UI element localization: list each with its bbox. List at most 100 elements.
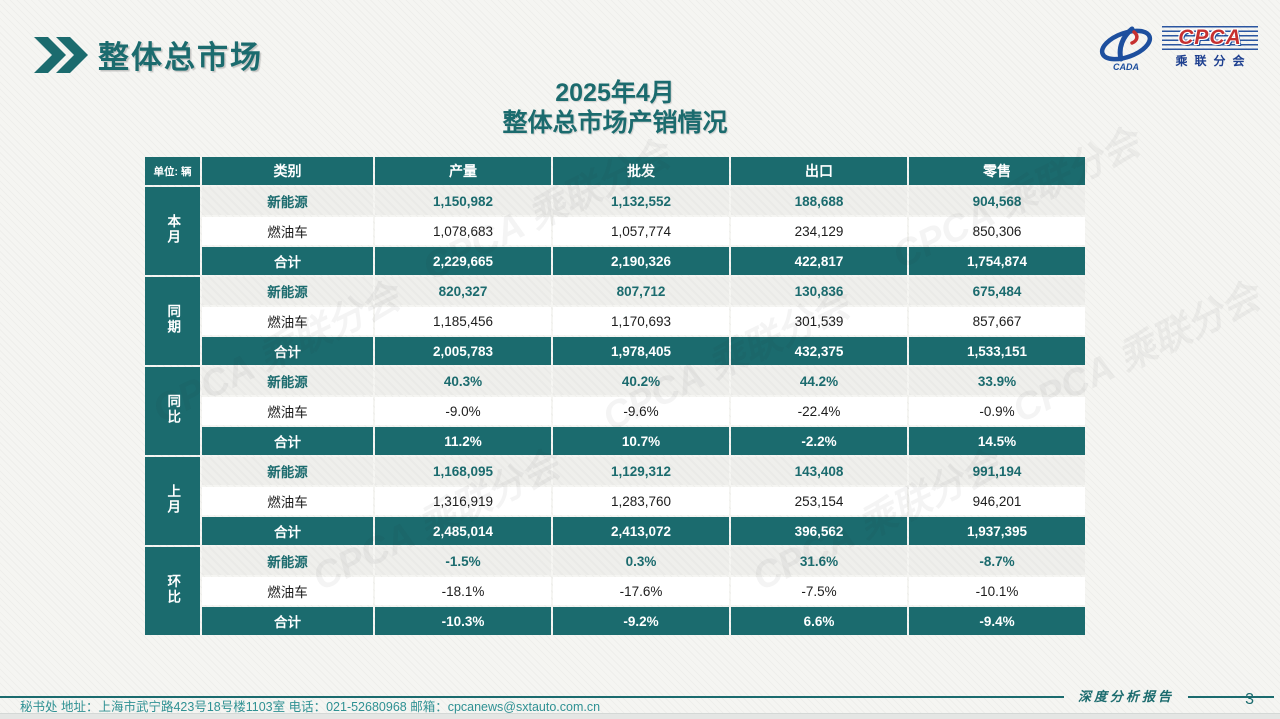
- market-table: 单位: 辆 类别 产量 批发 出口 零售 本月 新能源 1,150,982 1,132…: [143, 155, 1087, 637]
- table-row: 同期 新能源 820,327 807,712 130,836 675,484: [145, 277, 1085, 365]
- row-group-label-text: 同比: [165, 394, 181, 425]
- table-row: 环比 新能源 -1.5% 0.3% 31.6% -8.7%: [145, 547, 1085, 635]
- value-cell: 1,937,395: [909, 517, 1085, 545]
- value-cell: 31.6%: [731, 547, 907, 575]
- cpca-emblem-icon: CADA: [1099, 26, 1153, 72]
- table-row: 合计 2,229,665 2,190,326 422,817 1,754,874: [145, 247, 1085, 275]
- value-cell: 1,185,456: [375, 307, 551, 335]
- value-cell: 991,194: [909, 457, 1085, 485]
- value-cell: 33.9%: [909, 367, 1085, 395]
- value-cell: 188,688: [731, 187, 907, 215]
- value-cell: 1,057,774: [553, 217, 729, 245]
- row-group-label-text: 同期: [165, 304, 181, 335]
- row-group-label: 本月: [145, 187, 200, 275]
- value-cell: 857,667: [909, 307, 1085, 335]
- table-row: 合计 11.2% 10.7% -2.2% 14.5%: [145, 427, 1085, 455]
- value-cell: 946,201: [909, 487, 1085, 515]
- value-cell: 2,229,665: [375, 247, 551, 275]
- value-cell: 301,539: [731, 307, 907, 335]
- logo-cpca-text: CPCA: [1178, 26, 1242, 49]
- value-cell: 2,413,072: [553, 517, 729, 545]
- table-row: 本月 新能源 1,150,982 1,132,552 188,688 904,568: [145, 187, 1085, 275]
- category-cell: 燃油车: [202, 397, 373, 425]
- row-group-label-text: 上月: [165, 484, 181, 515]
- value-cell: -9.6%: [553, 397, 729, 425]
- value-cell: 432,375: [731, 337, 907, 365]
- value-cell: 14.5%: [909, 427, 1085, 455]
- value-cell: 1,168,095: [375, 457, 551, 485]
- logo-text-block: CPCA 乘联分会: [1162, 26, 1258, 69]
- bottom-strip: [0, 713, 1280, 719]
- value-cell: 1,150,982: [375, 187, 551, 215]
- category-cell: 合计: [202, 607, 373, 635]
- value-cell: -2.2%: [731, 427, 907, 455]
- category-cell: 新能源: [202, 277, 373, 305]
- value-cell: 1,283,760: [553, 487, 729, 515]
- value-cell: 0.3%: [553, 547, 729, 575]
- value-cell: 1,078,683: [375, 217, 551, 245]
- unit-label: 单位: 辆: [145, 157, 200, 185]
- page-title: 整体总市场: [98, 40, 263, 75]
- value-cell: 40.3%: [375, 367, 551, 395]
- value-cell: 850,306: [909, 217, 1085, 245]
- table-header-row: 单位: 辆 类别 产量 批发 出口 零售: [145, 157, 1085, 185]
- value-cell: 1,978,405: [553, 337, 729, 365]
- value-cell: 10.7%: [553, 427, 729, 455]
- value-cell: 1,316,919: [375, 487, 551, 515]
- value-cell: -9.2%: [553, 607, 729, 635]
- table-row: 燃油车 1,185,456 1,170,693 301,539 857,667: [145, 307, 1085, 335]
- value-cell: 143,408: [731, 457, 907, 485]
- row-group-label-text: 环比: [165, 574, 181, 605]
- page-header: 整体总市场: [34, 32, 263, 77]
- value-cell: 1,132,552: [553, 187, 729, 215]
- value-cell: -10.1%: [909, 577, 1085, 605]
- value-cell: -18.1%: [375, 577, 551, 605]
- value-cell: -17.6%: [553, 577, 729, 605]
- category-cell: 新能源: [202, 547, 373, 575]
- value-cell: 234,129: [731, 217, 907, 245]
- value-cell: -10.3%: [375, 607, 551, 635]
- table-row: 燃油车 -9.0% -9.6% -22.4% -0.9%: [145, 397, 1085, 425]
- value-cell: 40.2%: [553, 367, 729, 395]
- market-table-body: 本月 新能源 1,150,982 1,132,552 188,688 904,568 燃油车…: [145, 187, 1085, 635]
- value-cell: 1,754,874: [909, 247, 1085, 275]
- table-row: 同比 新能源 40.3% 40.2% 44.2% 33.9%: [145, 367, 1085, 455]
- footer-rule: 深度分析报告: [0, 687, 1280, 706]
- row-group-label-text: 本月: [165, 214, 181, 245]
- category-cell: 合计: [202, 517, 373, 545]
- category-cell: 合计: [202, 247, 373, 275]
- footer-rule-line-right: [1188, 695, 1274, 698]
- table-row: 燃油车 1,078,683 1,057,774 234,129 850,306: [145, 217, 1085, 245]
- value-cell: -9.4%: [909, 607, 1085, 635]
- value-cell: 253,154: [731, 487, 907, 515]
- row-group-label: 同期: [145, 277, 200, 365]
- value-cell: 2,485,014: [375, 517, 551, 545]
- slide-title-line2: 整体总市场产销情况: [502, 109, 728, 137]
- col-header-production: 产量: [375, 157, 551, 185]
- table-row: 合计 2,485,014 2,413,072 396,562 1,937,395: [145, 517, 1085, 545]
- category-cell: 合计: [202, 337, 373, 365]
- value-cell: -7.5%: [731, 577, 907, 605]
- secretariat-contact: 秘书处 地址：上海市武宁路423号18号楼1103室 电话：021-526809…: [20, 700, 601, 714]
- value-cell: 422,817: [731, 247, 907, 275]
- row-group-label: 环比: [145, 547, 200, 635]
- row-group-label: 上月: [145, 457, 200, 545]
- category-cell: 燃油车: [202, 217, 373, 245]
- value-cell: 807,712: [553, 277, 729, 305]
- category-cell: 燃油车: [202, 577, 373, 605]
- value-cell: 130,836: [731, 277, 907, 305]
- table-row: 合计 -10.3% -9.2% 6.6% -9.4%: [145, 607, 1085, 635]
- value-cell: 396,562: [731, 517, 907, 545]
- value-cell: 1,129,312: [553, 457, 729, 485]
- row-group-label: 同比: [145, 367, 200, 455]
- value-cell: 44.2%: [731, 367, 907, 395]
- category-cell: 合计: [202, 427, 373, 455]
- category-cell: 新能源: [202, 457, 373, 485]
- value-cell: 904,568: [909, 187, 1085, 215]
- category-cell: 新能源: [202, 367, 373, 395]
- table-row: 燃油车 1,316,919 1,283,760 253,154 946,201: [145, 487, 1085, 515]
- value-cell: -8.7%: [909, 547, 1085, 575]
- value-cell: -1.5%: [375, 547, 551, 575]
- slide-title-line1: 2025年4月: [555, 79, 675, 107]
